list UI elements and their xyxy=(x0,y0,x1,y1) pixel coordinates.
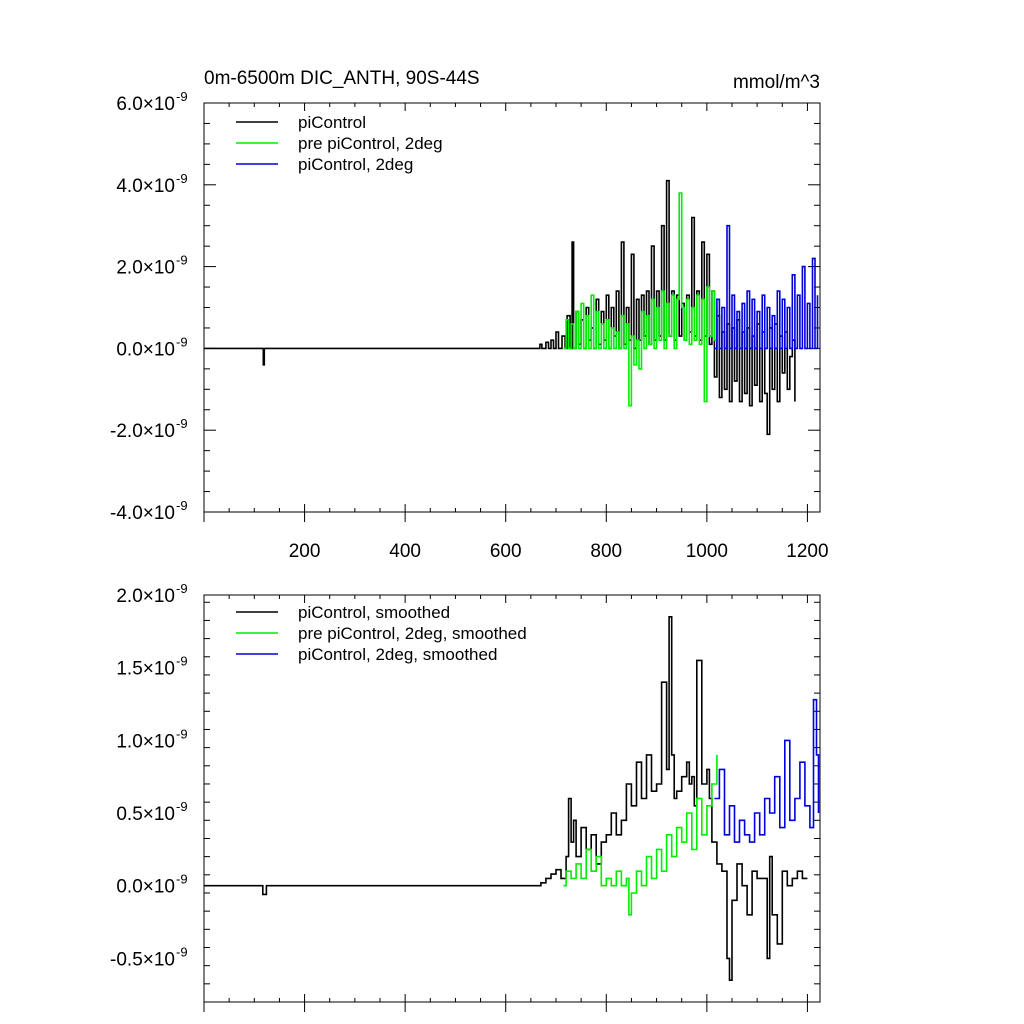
y-tick-exponent: -9 xyxy=(176,89,188,104)
legend-label: piControl, 2deg xyxy=(298,155,413,174)
y-tick-exponent: -9 xyxy=(176,253,188,268)
series-line xyxy=(204,616,808,981)
plot-frame xyxy=(203,594,821,1003)
x-tick-label: 400 xyxy=(389,541,421,562)
x-tick-label: 800 xyxy=(590,541,622,562)
y-tick-exponent: -9 xyxy=(176,334,188,349)
top-chart-units: mmol/m^3 xyxy=(733,72,820,93)
legend-label: piControl, smoothed xyxy=(298,603,450,622)
y-tick-exponent: -9 xyxy=(176,171,188,186)
y-tick-exponent: -9 xyxy=(176,726,188,741)
series-line xyxy=(563,192,718,407)
series-group xyxy=(204,179,819,436)
series-line xyxy=(204,179,796,436)
y-tick-label: -2.0×10 xyxy=(110,421,175,442)
top-chart-title: 0m-6500m DIC_ANTH, 90S-44S xyxy=(204,68,480,89)
legend-label: pre piControl, 2deg, smoothed xyxy=(298,624,527,643)
legend-label: piControl xyxy=(298,113,366,132)
y-tick-label: 0.0×10 xyxy=(116,339,175,360)
top-chart-panel: 0m-6500m DIC_ANTH, 90S-44S mmol/m^3 200 4… xyxy=(110,68,829,562)
y-tick-exponent: -9 xyxy=(176,416,188,431)
y-tick-exponent: -9 xyxy=(176,799,188,814)
y-tick-label: 2.0×10 xyxy=(116,258,175,279)
y-tick-exponent: -9 xyxy=(176,498,188,513)
y-tick-label: 0.0×10 xyxy=(116,877,175,898)
y-tick-exponent: -9 xyxy=(176,654,188,669)
y-tick-label: 1.0×10 xyxy=(116,731,175,752)
y-tick-exponent: -9 xyxy=(176,872,188,887)
y-tick-label: -0.5×10 xyxy=(110,949,175,970)
series-line xyxy=(563,754,718,916)
y-tick-label: 4.0×10 xyxy=(116,176,175,197)
y-tick-label: 2.0×10 xyxy=(116,586,175,607)
x-tick-label: 200 xyxy=(289,541,321,562)
legend-label: piControl, 2deg, smoothed xyxy=(298,645,497,664)
series-line xyxy=(714,224,819,350)
y-tick-label: 1.5×10 xyxy=(116,659,175,680)
x-tick-label: 600 xyxy=(490,541,522,562)
y-tick-exponent: -9 xyxy=(176,944,188,959)
legend-label: pre piControl, 2deg xyxy=(298,134,443,153)
y-tick-exponent: -9 xyxy=(176,581,188,596)
series-line xyxy=(714,698,820,843)
x-tick-label: 1000 xyxy=(686,541,728,562)
bottom-chart-panel: -0.5×10 -90.0×10 -90.5×10 -91.0×10 -91.5×10-… xyxy=(110,581,821,1012)
y-tick-label: 6.0×10 xyxy=(116,94,175,115)
x-tick-label: 1200 xyxy=(786,541,828,562)
y-tick-label: -4.0×10 xyxy=(110,503,175,524)
series-group xyxy=(204,616,820,981)
y-tick-label: 0.5×10 xyxy=(116,804,175,825)
